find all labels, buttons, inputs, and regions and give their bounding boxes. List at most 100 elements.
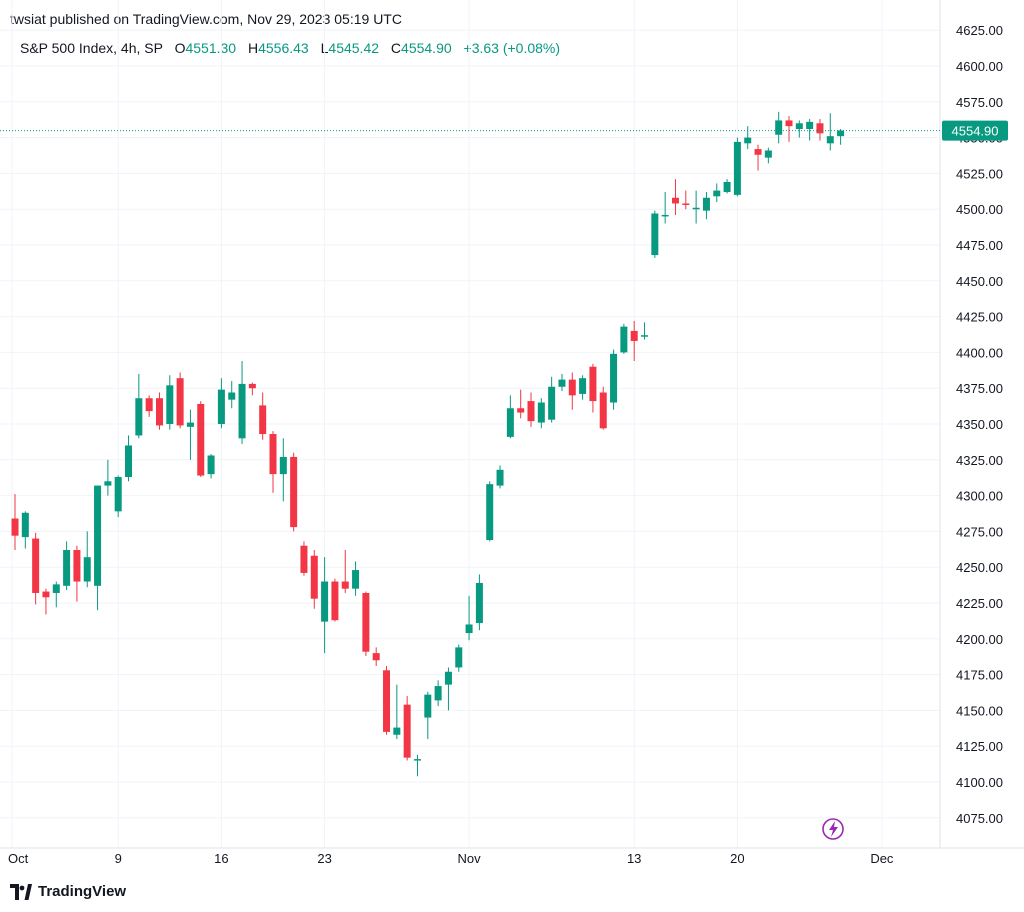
legend-open-value: 4551.30 bbox=[185, 40, 237, 56]
symbol-legend: S&P 500 Index, 4h, SP O4551.30 H4556.43 … bbox=[20, 40, 560, 56]
candle-up bbox=[826, 136, 834, 144]
candle-up bbox=[713, 190, 721, 197]
candle-up bbox=[537, 402, 545, 423]
candle-up bbox=[52, 584, 60, 593]
legend-low-value: 4545.42 bbox=[328, 40, 380, 56]
candle-up bbox=[548, 386, 556, 420]
legend-close-label: C bbox=[390, 40, 402, 56]
y-tick-label: 4350.00 bbox=[956, 417, 1003, 432]
candle-up bbox=[837, 130, 845, 137]
candle-up bbox=[104, 481, 112, 486]
candle-up bbox=[795, 123, 803, 130]
candle-down bbox=[599, 392, 607, 429]
candle-down bbox=[362, 592, 370, 652]
candle-up bbox=[228, 392, 236, 400]
y-tick-label: 4150.00 bbox=[956, 703, 1003, 718]
footer-brand: TradingView bbox=[38, 883, 127, 900]
x-tick-label: 23 bbox=[317, 851, 331, 866]
candle-up bbox=[207, 455, 215, 475]
legend-symbol: S&P 500 Index, 4h, SP bbox=[20, 40, 163, 56]
candle-down bbox=[145, 398, 153, 412]
y-tick-label: 4075.00 bbox=[956, 811, 1003, 826]
y-tick-label: 4250.00 bbox=[956, 560, 1003, 575]
candle-down bbox=[682, 203, 690, 205]
footer: TradingView bbox=[10, 883, 126, 900]
y-tick-label: 4425.00 bbox=[956, 310, 1003, 325]
y-tick-label: 4450.00 bbox=[956, 274, 1003, 289]
candle-down bbox=[527, 401, 535, 422]
y-tick-label: 4600.00 bbox=[956, 59, 1003, 74]
candle-up bbox=[63, 550, 71, 586]
candle-up bbox=[279, 456, 287, 475]
x-tick-label: 16 bbox=[214, 851, 228, 866]
candle-down bbox=[671, 197, 679, 204]
candle-up bbox=[620, 326, 628, 353]
legend-high-value: 4556.43 bbox=[258, 40, 309, 56]
y-tick-label: 4175.00 bbox=[956, 668, 1003, 683]
y-tick-label: 4225.00 bbox=[956, 596, 1003, 611]
candle-up bbox=[506, 408, 514, 437]
y-tick-label: 4475.00 bbox=[956, 238, 1003, 253]
candle-up bbox=[465, 624, 473, 634]
y-tick-label: 4200.00 bbox=[956, 632, 1003, 647]
candle-up bbox=[186, 422, 194, 427]
candle-up bbox=[744, 137, 752, 144]
candle-down bbox=[816, 123, 824, 134]
candle-up bbox=[94, 485, 102, 586]
candle-down bbox=[290, 456, 298, 528]
candle-up bbox=[641, 335, 649, 337]
candle-up bbox=[83, 557, 91, 582]
candle-down bbox=[11, 518, 19, 536]
y-tick-label: 4500.00 bbox=[956, 202, 1003, 217]
x-tick-label: Dec bbox=[870, 851, 894, 866]
candle-up bbox=[610, 353, 618, 403]
x-tick-label: Oct bbox=[8, 851, 29, 866]
candle-up bbox=[702, 197, 710, 211]
candle-up bbox=[114, 476, 122, 512]
y-tick-label: 4275.00 bbox=[956, 524, 1003, 539]
tradingview-logo-icon bbox=[10, 883, 32, 900]
y-tick-label: 4325.00 bbox=[956, 453, 1003, 468]
candle-down bbox=[331, 581, 339, 621]
candle-up bbox=[434, 686, 442, 701]
candle-down bbox=[32, 538, 40, 593]
candle-down bbox=[383, 670, 391, 732]
candle-down bbox=[372, 653, 380, 661]
x-tick-label: Nov bbox=[458, 851, 482, 866]
legend-change: +3.63 (+0.08%) bbox=[463, 40, 561, 56]
candle-down bbox=[310, 555, 318, 599]
candle-down bbox=[197, 403, 205, 476]
candle-up bbox=[486, 484, 494, 540]
candle-down bbox=[517, 408, 525, 413]
publisher-caption: twsiat published on TradingView.com, Nov… bbox=[10, 11, 402, 27]
candle-up bbox=[352, 570, 360, 589]
candle-up bbox=[125, 445, 133, 477]
y-tick-label: 4300.00 bbox=[956, 489, 1003, 504]
candle-down bbox=[42, 591, 50, 598]
candle-up bbox=[651, 213, 659, 256]
candle-down bbox=[754, 149, 762, 155]
candle-up bbox=[764, 150, 772, 158]
candle-up bbox=[496, 469, 504, 486]
candle-down bbox=[403, 704, 411, 758]
candle-down bbox=[630, 330, 638, 341]
candle-up bbox=[661, 214, 669, 217]
candle-up bbox=[424, 694, 432, 718]
candle-down bbox=[785, 120, 793, 127]
x-tick-label: 13 bbox=[627, 851, 641, 866]
candle-up bbox=[444, 671, 452, 685]
legend-close-value: 4554.90 bbox=[401, 40, 452, 56]
y-tick-label: 4100.00 bbox=[956, 775, 1003, 790]
candle-up bbox=[579, 378, 587, 394]
candle-up bbox=[733, 141, 741, 195]
candle-up bbox=[135, 398, 143, 436]
y-tick-label: 4525.00 bbox=[956, 166, 1003, 181]
candle-up bbox=[393, 727, 401, 735]
legend-high-label: H bbox=[247, 40, 259, 56]
candle-down bbox=[155, 398, 163, 426]
candle-up bbox=[775, 120, 783, 135]
candle-up bbox=[413, 759, 421, 761]
candle-up bbox=[217, 389, 225, 424]
lightning-icon[interactable] bbox=[822, 818, 844, 840]
